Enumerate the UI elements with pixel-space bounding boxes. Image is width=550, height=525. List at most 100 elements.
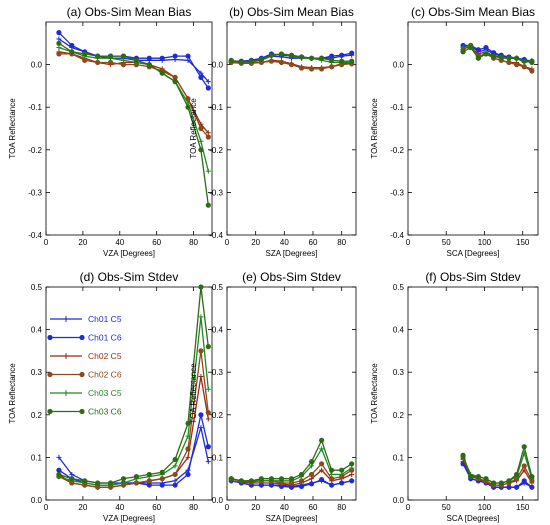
data-point	[95, 480, 101, 486]
series-ch03-c6	[460, 444, 535, 486]
panel-e-xlabel: SZA [Degrees]	[265, 514, 317, 523]
panel-e-frame	[226, 286, 357, 501]
data-point	[339, 52, 345, 58]
data-point	[329, 476, 335, 482]
panel-b-frame	[226, 21, 357, 236]
data-point	[172, 74, 178, 80]
x-tick-label: 20	[251, 238, 260, 247]
data-point	[146, 62, 152, 68]
y-tick-label: 0.2	[393, 411, 405, 420]
y-tick-label: 0.1	[31, 453, 43, 462]
data-point	[319, 55, 325, 61]
data-point	[308, 459, 315, 465]
x-tick-label: 0	[406, 503, 411, 512]
data-point	[198, 147, 204, 153]
y-tick-label: 0.0	[393, 496, 405, 505]
y-tick-label: -0.2	[209, 146, 223, 155]
y-tick-label: 0.2	[31, 411, 43, 420]
data-point	[498, 480, 504, 486]
y-tick-label: 0.0	[212, 496, 224, 505]
panel-d-xlabel: VZA [Degrees]	[103, 514, 155, 523]
data-point	[513, 55, 520, 61]
data-point	[483, 44, 489, 51]
data-point	[95, 59, 101, 66]
data-point	[133, 473, 139, 480]
x-tick-label: 40	[280, 503, 289, 512]
x-tick-label: 80	[189, 503, 198, 512]
data-point	[107, 480, 114, 486]
data-point	[475, 473, 481, 480]
data-point	[205, 344, 211, 350]
data-point	[308, 481, 315, 487]
legend-label: Ch01 C6	[88, 333, 122, 343]
panel-f-ylabel: TOA Reflectance	[370, 363, 379, 424]
data-point	[159, 469, 165, 475]
data-point	[159, 476, 165, 482]
data-point	[268, 58, 275, 64]
data-point	[329, 64, 335, 70]
panel-a-ylabel: TOA Reflectance	[8, 98, 17, 159]
y-tick-label: 0.1	[212, 453, 224, 462]
data-point	[185, 433, 191, 439]
data-point	[198, 412, 204, 418]
data-point	[205, 79, 211, 85]
series-ch01-c5	[56, 36, 211, 85]
y-tick-label: -0.1	[209, 103, 223, 112]
panel-a: (a) Obs-Sim Mean Bias VZA [Degrees] TOA Re…	[8, 5, 213, 258]
y-tick-label: 0.5	[212, 283, 224, 292]
data-point	[120, 53, 127, 59]
y-tick-label: 0.4	[212, 326, 224, 335]
x-tick-label: 50	[442, 503, 451, 512]
data-point	[529, 59, 535, 66]
x-tick-label: 0	[44, 503, 49, 512]
y-tick-label: 0.4	[393, 326, 405, 335]
panel-c-frame	[407, 21, 539, 236]
data-point	[159, 482, 165, 488]
y-tick-label: -0.1	[28, 103, 42, 112]
data-point	[172, 471, 178, 478]
panel-f-xlabel: SCA [Degrees]	[447, 514, 500, 523]
data-point	[513, 484, 520, 490]
data-point	[349, 461, 355, 467]
y-tick-label: -0.2	[28, 146, 42, 155]
y-tick-label: 0.4	[31, 326, 43, 335]
panel-b-title: (b) Obs-Sim Mean Bias	[229, 5, 354, 19]
data-point	[172, 53, 178, 59]
y-tick-label: -0.1	[390, 103, 404, 112]
x-tick-label: 150	[516, 503, 530, 512]
x-tick-label: 0	[225, 503, 230, 512]
series-ch03-c6	[228, 51, 355, 65]
legend-marker	[47, 334, 53, 341]
data-point	[198, 373, 204, 379]
data-point	[529, 484, 535, 490]
panel-c: (c) Obs-Sim Mean Bias SCA [Degrees] TOA Re…	[370, 5, 539, 258]
data-point	[248, 478, 254, 484]
series-ch03-c6	[56, 284, 211, 486]
panel-c-title: (c) Obs-Sim Mean Bias	[411, 5, 535, 19]
data-point	[319, 446, 325, 452]
y-tick-label: 0.0	[393, 61, 405, 70]
panel-f-title: (f) Obs-Sim Stdev	[425, 270, 520, 284]
data-point	[513, 62, 520, 68]
data-point	[529, 473, 535, 480]
y-tick-label: -0.4	[390, 231, 404, 240]
y-tick-label: -0.4	[28, 231, 42, 240]
legend-marker	[47, 371, 53, 378]
data-point	[185, 454, 191, 460]
data-point	[238, 478, 244, 484]
panel-e: (e) Obs-Sim Stdev SZA [Degrees] TOA Reflec…	[189, 270, 357, 523]
data-point	[521, 64, 527, 70]
data-point	[205, 410, 211, 416]
data-point	[185, 53, 191, 59]
data-point	[329, 467, 335, 473]
series-line	[463, 44, 533, 62]
data-point	[521, 58, 527, 64]
data-point	[185, 104, 191, 110]
data-point	[205, 134, 211, 140]
y-tick-label: 0.3	[212, 368, 224, 377]
series-ch03-c6	[228, 437, 355, 484]
data-point	[82, 51, 88, 57]
panel-a-title: (a) Obs-Sim Mean Bias	[67, 5, 192, 19]
data-point	[498, 54, 504, 60]
data-point	[258, 56, 264, 63]
